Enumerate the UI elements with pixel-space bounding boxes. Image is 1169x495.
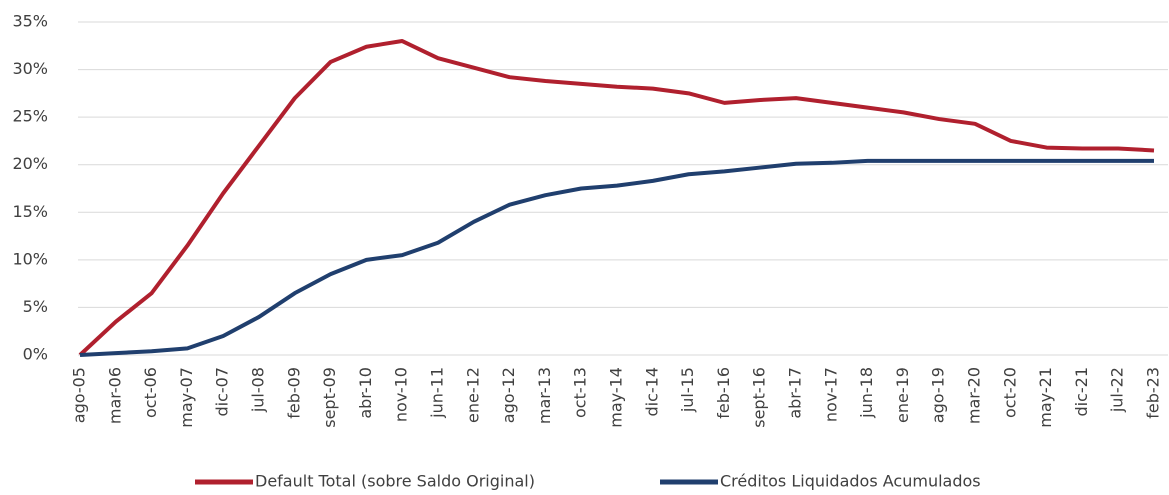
y-tick-label: 5% bbox=[23, 297, 48, 316]
x-tick-label: nov-10 bbox=[392, 367, 411, 422]
x-tick-label: feb-23 bbox=[1144, 367, 1163, 419]
x-tick-label: sept-09 bbox=[320, 367, 339, 428]
x-tick-label: ago-12 bbox=[499, 367, 518, 423]
x-tick-label: oct-13 bbox=[571, 367, 590, 418]
x-tick-label: ene-19 bbox=[893, 367, 912, 423]
x-tick-label: nov-17 bbox=[821, 367, 840, 422]
y-tick-label: 15% bbox=[12, 202, 48, 221]
x-tick-label: feb-16 bbox=[714, 367, 733, 419]
x-tick-label: dic-21 bbox=[1072, 367, 1091, 417]
y-tick-label: 30% bbox=[12, 59, 48, 78]
y-tick-label: 20% bbox=[12, 154, 48, 173]
x-tick-label: feb-09 bbox=[284, 367, 303, 419]
y-tick-label: 35% bbox=[12, 12, 48, 31]
x-tick-label: mar-13 bbox=[535, 367, 554, 424]
x-tick-label: abr-10 bbox=[356, 367, 375, 419]
x-tick-label: jun-11 bbox=[428, 367, 447, 419]
y-tick-label: 25% bbox=[12, 107, 48, 126]
x-tick-label: jul-15 bbox=[678, 367, 697, 413]
x-tick-label: oct-06 bbox=[141, 367, 160, 418]
x-tick-label: dic-07 bbox=[213, 367, 232, 417]
series-line bbox=[79, 158, 1154, 357]
x-tick-label: jul-08 bbox=[249, 367, 268, 413]
x-tick-label: ago-19 bbox=[929, 367, 948, 423]
x-tick-label: may-14 bbox=[607, 367, 626, 428]
y-tick-label: 10% bbox=[12, 249, 48, 268]
x-tick-label: mar-20 bbox=[965, 367, 984, 424]
x-tick-label: oct-20 bbox=[1000, 367, 1019, 418]
x-tick-label: may-21 bbox=[1036, 367, 1055, 428]
x-tick-label: jun-18 bbox=[857, 367, 876, 419]
legend-label: Créditos Liquidados Acumulados bbox=[720, 472, 981, 491]
legend-label: Default Total (sobre Saldo Original) bbox=[255, 472, 535, 491]
x-tick-label: dic-14 bbox=[642, 367, 661, 417]
x-tick-label: mar-06 bbox=[105, 367, 124, 424]
x-tick-label: may-07 bbox=[177, 367, 196, 428]
x-tick-label: jul-22 bbox=[1108, 367, 1127, 413]
x-tick-label: ene-12 bbox=[463, 367, 482, 423]
x-tick-label: ago-05 bbox=[70, 367, 89, 423]
series-line bbox=[78, 39, 1155, 357]
x-tick-label: abr-17 bbox=[786, 367, 805, 419]
y-tick-label: 0% bbox=[23, 345, 48, 364]
x-tick-label: sept-16 bbox=[750, 367, 769, 428]
